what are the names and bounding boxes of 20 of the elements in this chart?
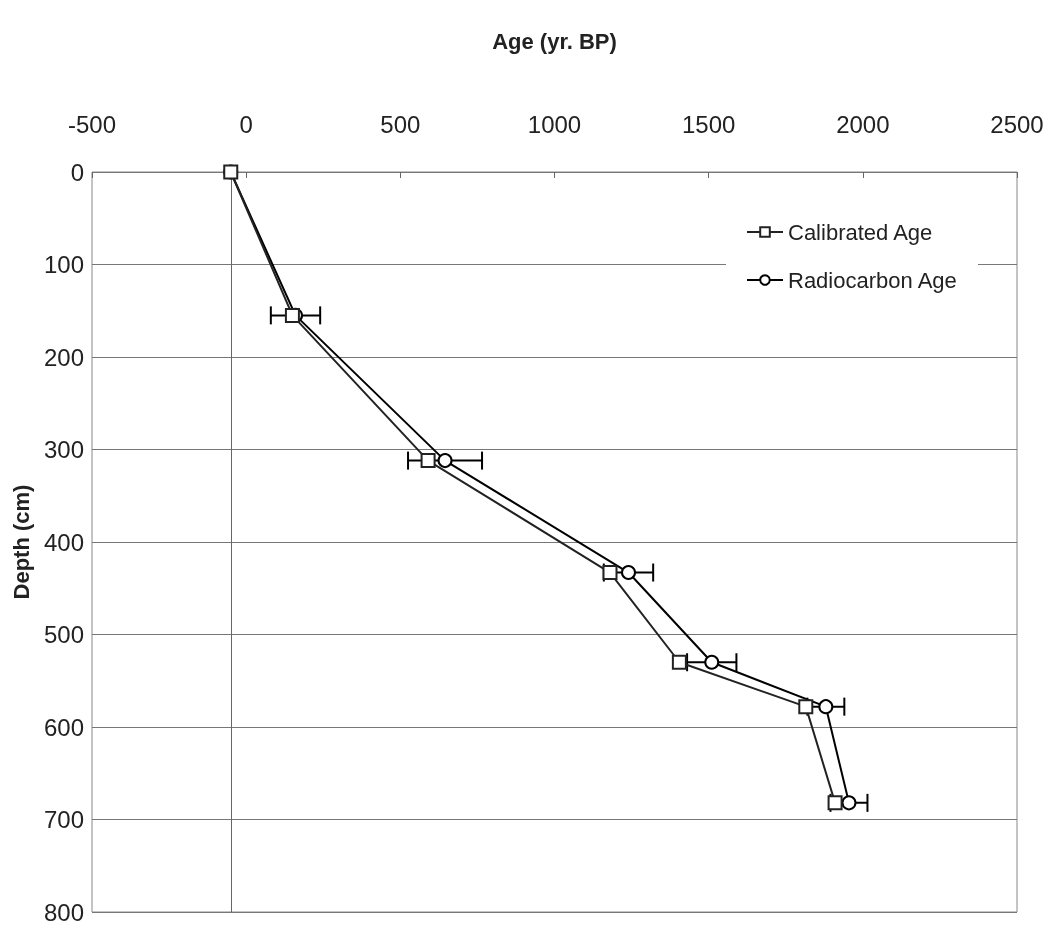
y-tick-label: 700 (43, 806, 84, 833)
x-tick-label: 2500 (990, 110, 1044, 138)
x-tick-label: 0 (239, 110, 253, 138)
y-tick-label: 600 (43, 713, 84, 741)
x-tick-label: 500 (380, 110, 421, 138)
y-tick-label: 300 (43, 436, 84, 463)
x-tick-label: 1500 (681, 110, 736, 138)
y-tick-label: 200 (43, 343, 84, 371)
y-tick-label: 100 (43, 251, 84, 278)
legend-label: Radiocarbon Age (787, 267, 957, 293)
x-axis-title: Age (yr. BP) (492, 28, 617, 54)
x-tick-label: 2000 (836, 110, 890, 138)
y-tick-label: 400 (43, 528, 84, 556)
y-tick-label: 800 (43, 898, 84, 926)
x-tick-label: -500 (67, 110, 117, 138)
y-axis-title: Depth (cm) (8, 484, 34, 600)
y-tick-label: 500 (43, 621, 84, 648)
legend-label: Calibrated Age (787, 219, 933, 245)
y-tick-label: 0 (70, 158, 84, 186)
x-tick-label: 1000 (527, 110, 582, 138)
